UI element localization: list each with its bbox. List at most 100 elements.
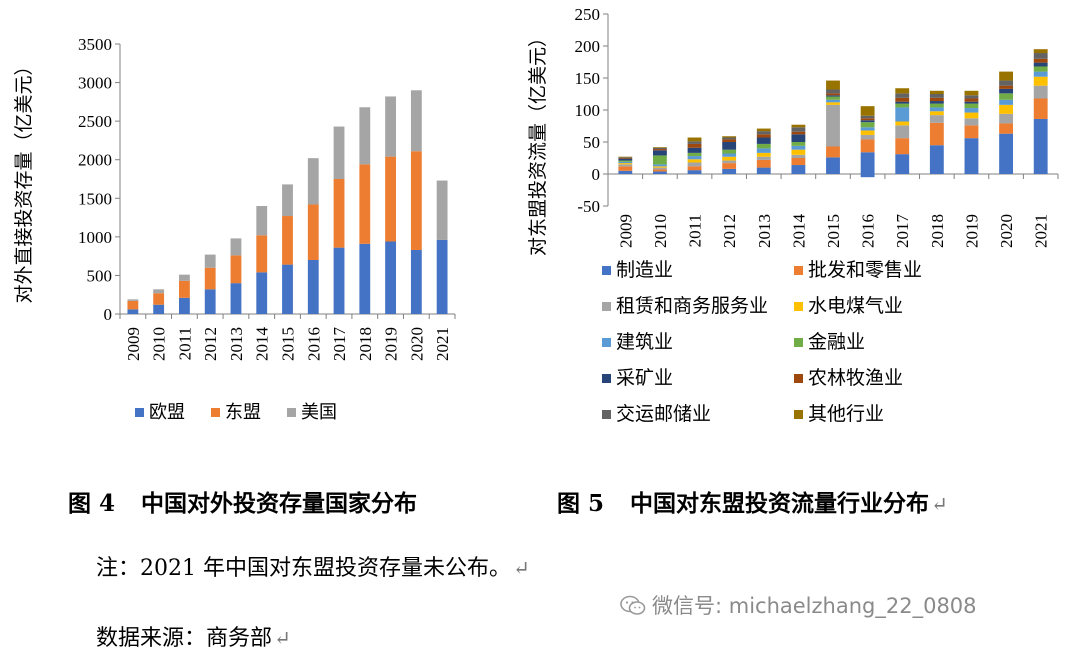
bar-segment [756, 143, 771, 149]
bar-segment [333, 126, 345, 179]
bar-segment [964, 101, 979, 104]
bar-segment [860, 127, 875, 131]
bar-segment [860, 115, 875, 119]
wechat-icon [620, 595, 646, 615]
bar-segment [964, 138, 979, 174]
return-mark: ↵ [512, 556, 530, 580]
bar-segment [895, 88, 910, 94]
bar-segment [179, 280, 190, 298]
bar-segment [618, 157, 633, 158]
y-tick-label: 3500 [78, 35, 112, 54]
bar-segment [791, 142, 806, 146]
x-tick-label: 2014 [253, 327, 272, 362]
bar-segment [826, 102, 840, 105]
bar-segment [153, 289, 165, 294]
bar-segment [653, 147, 667, 150]
bar-segment [756, 134, 771, 138]
legend-swatch [794, 302, 803, 311]
x-tick-label: 2015 [279, 327, 298, 361]
bar-segment [618, 166, 633, 171]
bar-segment [860, 134, 875, 140]
y-tick-label: 2500 [78, 112, 112, 131]
legend-label: 交运邮储业 [616, 403, 711, 425]
fig4-caption: 图 4 中国对外投资存量国家分布 [68, 484, 417, 518]
y-tick-label: 1000 [78, 228, 112, 247]
bar-segment [999, 85, 1013, 89]
bar-segment [964, 118, 979, 126]
legend-label: 制造业 [616, 259, 673, 281]
x-tick-label: 2015 [824, 214, 843, 248]
legend-label: 其他行业 [808, 403, 884, 425]
bar-segment [230, 283, 242, 314]
legend-swatch [211, 408, 220, 417]
bar-segment [1033, 58, 1048, 63]
x-tick-label: 2014 [789, 214, 808, 249]
bar-segment [307, 204, 319, 260]
bar-segment [860, 139, 875, 153]
bar-segment [929, 90, 944, 94]
bar-segment [791, 127, 806, 132]
bar-segment [687, 147, 702, 153]
bar-segment [653, 147, 667, 148]
bar-segment [722, 156, 737, 161]
bar-segment [385, 156, 396, 242]
bar-segment [999, 71, 1013, 81]
bar-segment [653, 150, 667, 156]
bar-segment [153, 293, 165, 305]
bar-segment [204, 267, 216, 290]
bar-segment [791, 165, 806, 174]
bar-segment [410, 151, 422, 250]
bar-segment [385, 96, 396, 157]
source-line: 数据来源：商务部 ↵ [96, 620, 291, 652]
x-tick-label: 2010 [150, 327, 169, 361]
bar-segment [756, 159, 771, 168]
y-tick-label: 200 [575, 37, 601, 56]
bar-segment [687, 166, 702, 171]
bar-segment [307, 260, 319, 314]
y-tick-label: 0 [592, 165, 601, 184]
x-tick-label: 2018 [356, 327, 375, 361]
bar-segment [687, 143, 702, 148]
bar-segment [860, 130, 875, 135]
source-text: 数据来源：商务部 [96, 626, 273, 651]
bar-segment [964, 98, 979, 102]
bar-segment [895, 125, 910, 139]
legend-swatch [602, 266, 611, 275]
bar-segment [860, 122, 875, 128]
bar-segment [791, 154, 806, 158]
bar-segment [653, 149, 667, 151]
bar-segment [826, 95, 840, 97]
bar-segment [687, 156, 702, 160]
y-tick-label: 50 [583, 133, 600, 152]
bar-segment [722, 139, 737, 142]
bar-segment [410, 249, 422, 314]
watermark: 微信号: michaelzhang_22_0808 [620, 590, 977, 620]
fig4-number: 图 4 [68, 490, 116, 517]
bar-segment [826, 104, 840, 147]
bar-segment [436, 239, 448, 314]
legend-swatch [794, 374, 803, 383]
bar-segment [964, 103, 979, 109]
y-tick-label: 100 [575, 101, 601, 120]
bar-segment [826, 157, 840, 174]
y-tick-label: 3000 [78, 74, 112, 93]
bar-segment [618, 170, 633, 174]
bar-segment [256, 272, 268, 314]
bar-segment [359, 107, 371, 165]
legend-label: 金融业 [808, 331, 865, 353]
legend-swatch [287, 408, 296, 417]
bar-segment [1033, 118, 1048, 174]
bar-segment [999, 88, 1013, 94]
x-tick-label: 2011 [175, 327, 194, 360]
bar-segment [618, 164, 633, 167]
bar-segment [929, 97, 944, 102]
legend-label: 东盟 [225, 402, 261, 422]
legend-label: 批发和零售业 [808, 259, 922, 281]
bar-segment [999, 133, 1013, 174]
bar-segment [1033, 71, 1048, 77]
legend-swatch [602, 410, 611, 419]
bar-segment [999, 123, 1013, 134]
bar-segment [964, 95, 979, 99]
legend-swatch [602, 374, 611, 383]
y-tick-label: -50 [577, 197, 600, 216]
